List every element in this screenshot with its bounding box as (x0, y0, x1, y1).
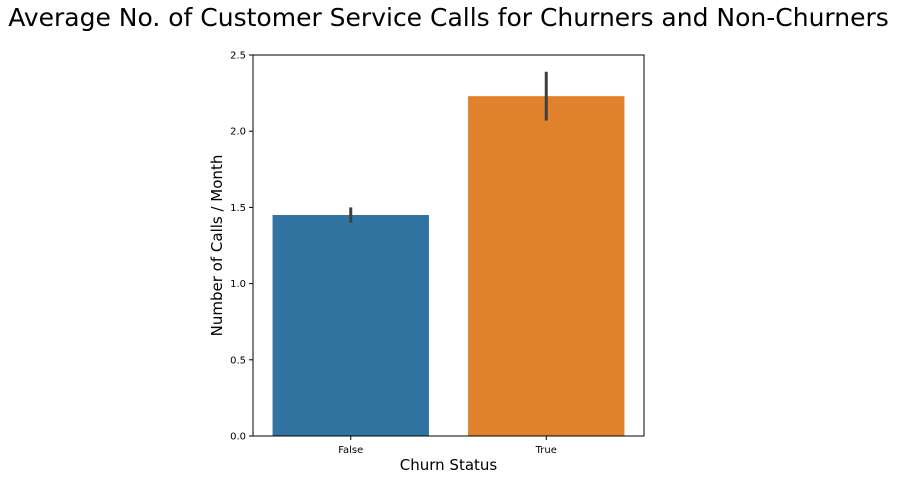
y-tick-label: 2.0 (230, 127, 246, 138)
bars-group (272, 96, 625, 436)
y-tick-label: 1.5 (230, 203, 246, 214)
y-axis: 0.0 0.5 1.0 1.5 2.0 2.5 (230, 51, 253, 443)
y-tick-label: 1.0 (230, 279, 246, 290)
x-tick-label: True (535, 445, 557, 456)
x-axis: False True (338, 436, 557, 456)
x-axis-label: Churn Status (400, 456, 498, 474)
error-bars-group (349, 71, 548, 223)
y-tick-label: 0.0 (230, 432, 246, 443)
chart-title: Average No. of Customer Service Calls fo… (8, 3, 889, 32)
plot-frame (252, 54, 645, 437)
y-tick-label: 0.5 (230, 355, 246, 366)
y-axis-label: Number of Calls / Month (208, 155, 226, 337)
x-tick-label: False (338, 445, 363, 456)
bar-true (468, 96, 625, 436)
y-tick-label: 2.5 (230, 51, 246, 62)
bar-false (272, 215, 429, 436)
